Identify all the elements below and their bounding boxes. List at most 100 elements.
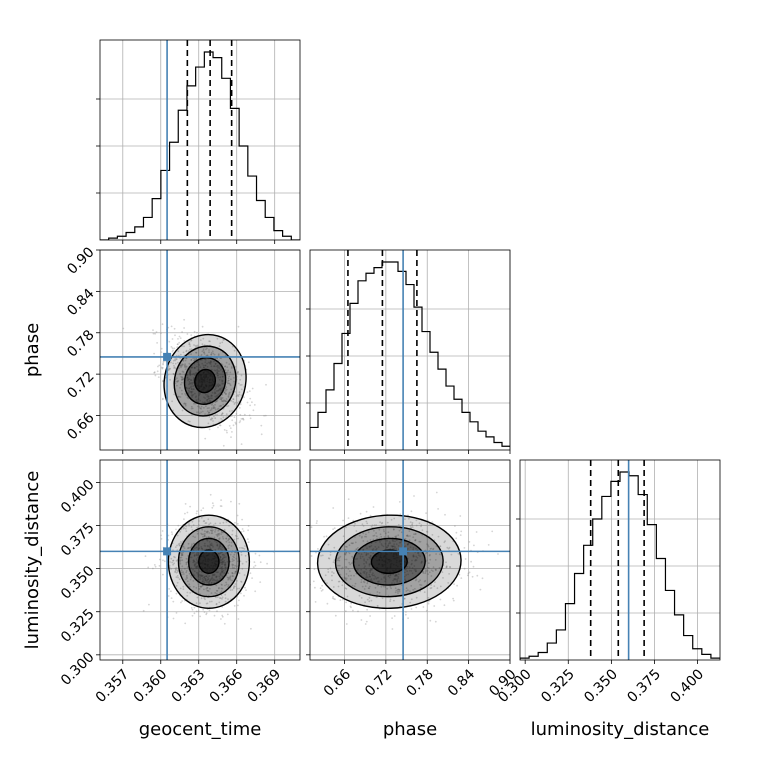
sample-point — [369, 579, 372, 582]
sample-point — [373, 574, 376, 577]
sample-point — [153, 371, 156, 374]
sample-point — [214, 414, 217, 416]
sample-point — [185, 357, 188, 360]
sample-point — [246, 391, 249, 393]
sample-point — [182, 351, 185, 354]
sample-point — [213, 369, 216, 372]
sample-point — [160, 347, 163, 350]
sample-point — [350, 606, 352, 609]
sample-point — [240, 388, 243, 391]
sample-point — [417, 554, 420, 556]
sample-point — [189, 345, 192, 347]
sample-point — [178, 578, 181, 581]
sample-point — [215, 603, 218, 605]
sample-point — [389, 598, 392, 601]
sample-point — [409, 546, 412, 548]
sample-point — [354, 541, 357, 544]
sample-point — [231, 533, 234, 536]
sample-point — [172, 349, 175, 352]
sample-point — [394, 575, 397, 577]
sample-point — [218, 367, 221, 369]
sample-point — [183, 318, 186, 321]
sample-point — [181, 573, 183, 576]
sample-point — [473, 544, 475, 547]
sample-point — [202, 533, 205, 536]
sample-point — [368, 563, 371, 566]
sample-point — [375, 547, 378, 550]
sample-point — [434, 568, 437, 571]
sample-point — [375, 577, 378, 580]
tick-label-x-luminosity-distance: 0.350 — [581, 666, 621, 706]
sample-point — [173, 452, 175, 454]
tick-label-x-luminosity-distance: 0.400 — [668, 666, 708, 706]
sample-point — [231, 589, 234, 591]
histogram-geocent-time — [100, 40, 300, 240]
density-contour-joint-luminosity-distance-geocent-time-3 — [198, 549, 220, 575]
sample-point — [220, 548, 222, 550]
sample-point — [223, 429, 226, 431]
sample-point — [207, 576, 209, 579]
sample-point — [384, 577, 386, 579]
sample-point — [205, 522, 208, 524]
sample-point — [227, 396, 230, 398]
sample-point — [181, 378, 184, 380]
sample-point — [414, 570, 417, 573]
sample-point — [173, 373, 175, 375]
sample-point — [364, 565, 366, 567]
sample-point — [200, 585, 202, 588]
sample-point — [369, 556, 372, 559]
sample-point — [217, 571, 220, 573]
sample-point — [192, 559, 195, 562]
sample-point — [220, 414, 223, 417]
sample-point — [211, 544, 214, 547]
sample-point — [439, 598, 442, 601]
sample-point — [458, 573, 461, 576]
sample-point — [216, 371, 218, 374]
sample-point — [230, 367, 233, 369]
sample-point — [321, 554, 324, 557]
sample-point — [398, 589, 401, 591]
sample-point — [468, 541, 471, 543]
sample-point — [226, 373, 228, 375]
sample-point — [408, 569, 411, 572]
sample-point — [181, 571, 183, 574]
sample-point — [188, 381, 191, 383]
sample-point — [350, 542, 353, 544]
sample-point — [224, 563, 227, 566]
truth-marker-joint-phase-geocent-time — [163, 352, 172, 361]
sample-point — [210, 407, 213, 410]
sample-point — [221, 559, 224, 561]
sample-point — [210, 582, 213, 584]
sample-point — [426, 559, 428, 562]
sample-point — [220, 563, 223, 566]
sample-point — [185, 366, 188, 368]
x-axis-label-geocent-time: geocent_time — [139, 719, 262, 740]
sample-point — [208, 397, 210, 400]
sample-point — [203, 520, 206, 522]
sample-point — [218, 597, 221, 599]
sample-point — [476, 574, 479, 577]
sample-point — [235, 570, 237, 573]
sample-point — [236, 587, 239, 590]
sample-point — [144, 555, 147, 557]
sample-point — [240, 580, 242, 583]
sample-point — [218, 587, 220, 589]
sample-point — [412, 547, 415, 549]
sample-point — [217, 383, 220, 385]
sample-point — [175, 612, 178, 614]
sample-point — [391, 545, 394, 548]
sample-point — [174, 570, 177, 573]
sample-point — [176, 343, 179, 346]
sample-point — [393, 578, 396, 581]
sample-point — [338, 556, 340, 559]
sample-point — [224, 390, 227, 392]
sample-point — [369, 569, 372, 572]
sample-point — [158, 364, 161, 367]
tick-label-x-phase: 0.78 — [403, 666, 436, 699]
sample-point — [210, 578, 213, 580]
sample-point — [192, 580, 195, 582]
sample-point — [228, 392, 231, 395]
sample-point — [170, 590, 172, 593]
sample-point — [231, 558, 234, 560]
sample-point — [184, 365, 186, 367]
